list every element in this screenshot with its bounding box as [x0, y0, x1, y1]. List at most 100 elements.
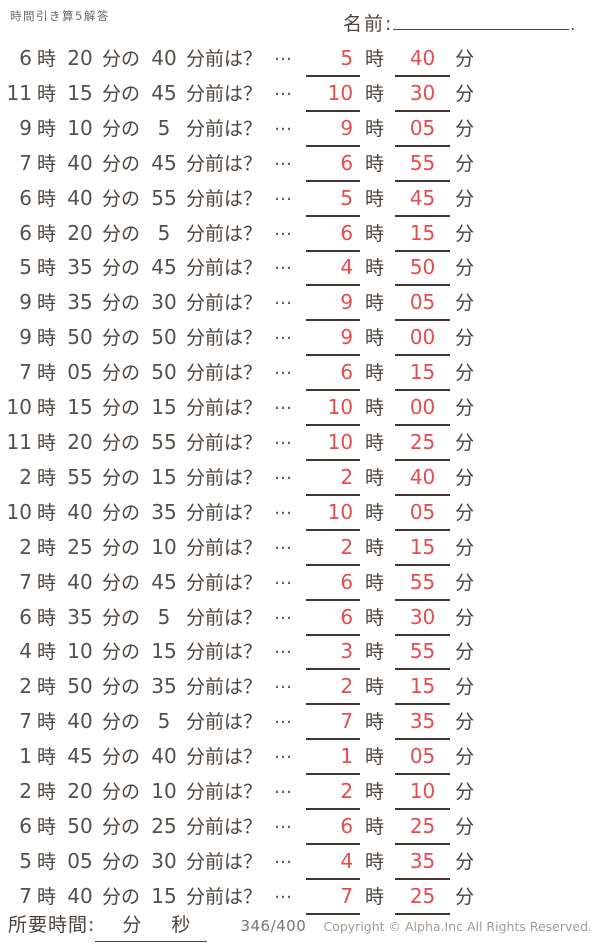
minute-label: 分: [455, 501, 475, 524]
minute-of-label: 分の: [102, 48, 141, 70]
hour-label: 時: [365, 501, 385, 524]
hour-label: 時: [365, 746, 385, 769]
answer-hour-blank: 2: [306, 779, 361, 811]
minutes-before-label: 分前は？: [186, 117, 263, 140]
minute-label: 分: [455, 82, 475, 105]
answer-minute-value: 55: [409, 150, 436, 175]
hour-label: 時: [37, 292, 57, 315]
hour-label: 時: [365, 781, 385, 804]
answer-minute-blank: 40: [395, 46, 451, 77]
question-hour: 6: [19, 813, 32, 838]
ellipsis: …: [274, 113, 294, 135]
answer-hour-blank: 6: [306, 605, 361, 636]
ellipsis: …: [274, 253, 294, 275]
minutes-before-label: 分前は？: [186, 257, 263, 280]
answer-minute-blank: 15: [395, 674, 451, 706]
question-hour: 2: [19, 674, 32, 699]
answer-hour-value: 9: [340, 325, 354, 350]
ellipsis: …: [274, 323, 294, 345]
question-hour: 10: [6, 395, 32, 420]
question-minute: 50: [67, 325, 93, 350]
minute-label: 分: [455, 431, 475, 454]
minutes-before-label: 分前は？: [186, 152, 263, 175]
hour-label: 時: [365, 676, 385, 699]
minute-label: 分: [455, 292, 475, 315]
problem-row: 9 時 35 分の 30 分前は？ … 9 時 05 分: [2, 284, 598, 322]
minutes-before-label: 分前は？: [186, 571, 263, 594]
question-minute: 10: [67, 639, 93, 664]
ellipsis: …: [274, 846, 294, 868]
minute-of-label: 分の: [102, 815, 141, 838]
minute-label: 分: [455, 48, 475, 70]
hour-label: 時: [37, 431, 57, 454]
question-hour: 6: [19, 220, 32, 245]
minute-label: 分: [455, 815, 475, 838]
hour-label: 時: [365, 292, 385, 315]
answer-hour-blank: 2: [306, 674, 361, 706]
hour-label: 時: [37, 501, 57, 524]
answer-hour-value: 6: [340, 813, 354, 838]
answer-hour-value: 7: [340, 709, 354, 734]
ellipsis: …: [274, 881, 294, 903]
minute-label: 分: [455, 257, 475, 280]
answer-hour-blank: 9: [306, 290, 361, 322]
footer: 所要時間: 分 秒 346/400 Copyright © Alpha.Inc …: [8, 910, 592, 942]
answer-minute-value: 40: [409, 464, 436, 489]
minutes-before-label: 分前は？: [186, 815, 263, 838]
question-minute: 40: [67, 185, 93, 210]
hour-label: 時: [37, 257, 57, 280]
ellipsis: …: [274, 811, 294, 833]
answer-hour-blank: 9: [306, 325, 361, 357]
question-minute: 10: [67, 115, 93, 140]
hour-label: 時: [37, 606, 57, 629]
answer-minute-blank: 35: [395, 848, 451, 880]
minutes-before-label: 分前は？: [186, 292, 263, 315]
minutes-before-label: 分前は？: [186, 327, 263, 350]
question-hour: 7: [19, 709, 32, 734]
hour-label: 時: [365, 362, 385, 385]
name-line-period: .: [570, 16, 576, 34]
minute-of-label: 分の: [102, 187, 141, 210]
ellipsis: …: [274, 532, 294, 554]
minute-of-label: 分の: [102, 292, 141, 315]
answer-minute-blank: 00: [395, 325, 451, 357]
ellipsis: …: [274, 637, 294, 659]
answer-minute-value: 30: [409, 80, 436, 105]
problem-row: 2 時 25 分の 10 分前は？ … 2 時 15 分: [2, 529, 598, 566]
minutes-before-label: 分前は？: [186, 82, 263, 105]
minute-label: 分: [455, 781, 475, 804]
page-title: 時間引き算5解答: [10, 9, 110, 23]
ellipsis: …: [274, 602, 294, 624]
answer-minute-blank: 30: [395, 605, 451, 636]
answer-minute-value: 05: [409, 499, 436, 524]
ellipsis: …: [274, 427, 294, 449]
answer-minute-blank: 55: [395, 639, 451, 671]
required-time-blank-line: 分 秒: [95, 910, 208, 942]
hour-label: 時: [365, 606, 385, 629]
answer-hour-value: 5: [340, 185, 354, 210]
question-hour: 7: [19, 569, 32, 594]
problem-row: 2 時 50 分の 35 分前は？ … 2 時 15 分: [2, 668, 598, 706]
question-hour: 6: [19, 185, 32, 210]
hour-label: 時: [37, 676, 57, 699]
question-hour: 7: [19, 360, 32, 385]
required-time-label: 所要時間:: [8, 914, 96, 936]
ellipsis: …: [274, 497, 294, 519]
answer-minute-value: 15: [409, 534, 436, 559]
name-blank-line: [393, 10, 570, 30]
problem-row: 2 時 20 分の 10 分前は？ … 2 時 10 分: [2, 773, 598, 811]
answer-minute-value: 35: [409, 709, 436, 734]
question-minute: 20: [67, 779, 93, 804]
answer-minute-value: 25: [409, 883, 436, 908]
hour-label: 時: [365, 885, 385, 908]
minute-label: 分: [455, 711, 475, 734]
question-hour: 11: [6, 429, 32, 454]
question-delta-minutes: 30: [151, 290, 177, 315]
hour-label: 時: [37, 571, 57, 594]
question-minute: 40: [67, 499, 93, 524]
answer-hour-blank: 9: [306, 116, 361, 147]
answer-minute-blank: 30: [395, 80, 451, 112]
ellipsis: …: [274, 707, 294, 729]
answer-minute-value: 35: [409, 848, 436, 873]
minute-of-label: 分の: [102, 711, 141, 734]
